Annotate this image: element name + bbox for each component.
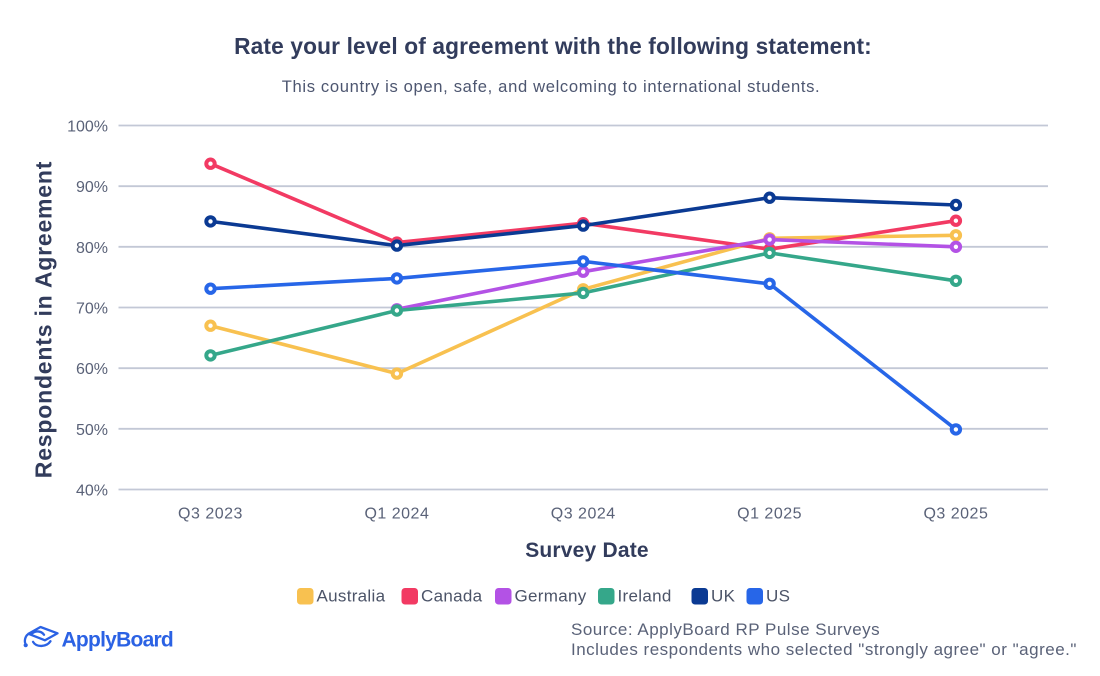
svg-text:UK: UK — [711, 587, 736, 606]
svg-text:50%: 50% — [76, 422, 108, 439]
svg-text:Australia: Australia — [317, 587, 386, 606]
svg-text:Includes respondents who selec: Includes respondents who selected "stron… — [571, 640, 1077, 659]
svg-text:Ireland: Ireland — [618, 587, 672, 606]
svg-text:ApplyBoard: ApplyBoard — [62, 629, 174, 652]
svg-text:60%: 60% — [76, 361, 108, 378]
svg-text:Rate your level of agreement w: Rate your level of agreement with the fo… — [234, 33, 872, 59]
svg-text:Q3 2024: Q3 2024 — [551, 505, 616, 522]
svg-text:90%: 90% — [76, 179, 108, 196]
svg-text:40%: 40% — [76, 483, 108, 500]
svg-text:Q1 2024: Q1 2024 — [364, 505, 429, 522]
svg-text:Germany: Germany — [515, 587, 587, 606]
svg-text:100%: 100% — [67, 119, 108, 136]
svg-text:Respondents in Agreement: Respondents in Agreement — [30, 161, 56, 478]
svg-text:Canada: Canada — [421, 587, 483, 606]
svg-text:US: US — [766, 587, 790, 606]
svg-text:Survey Date: Survey Date — [525, 539, 649, 562]
svg-text:Q3 2023: Q3 2023 — [178, 505, 243, 522]
svg-text:Source: ApplyBoard RP Pulse Su: Source: ApplyBoard RP Pulse Surveys — [571, 620, 880, 639]
svg-text:Q3 2025: Q3 2025 — [923, 505, 988, 522]
svg-text:Q1 2025: Q1 2025 — [737, 505, 802, 522]
svg-text:80%: 80% — [76, 240, 108, 257]
svg-text:70%: 70% — [76, 301, 108, 318]
svg-text:This country is open, safe, an: This country is open, safe, and welcomin… — [282, 77, 821, 96]
